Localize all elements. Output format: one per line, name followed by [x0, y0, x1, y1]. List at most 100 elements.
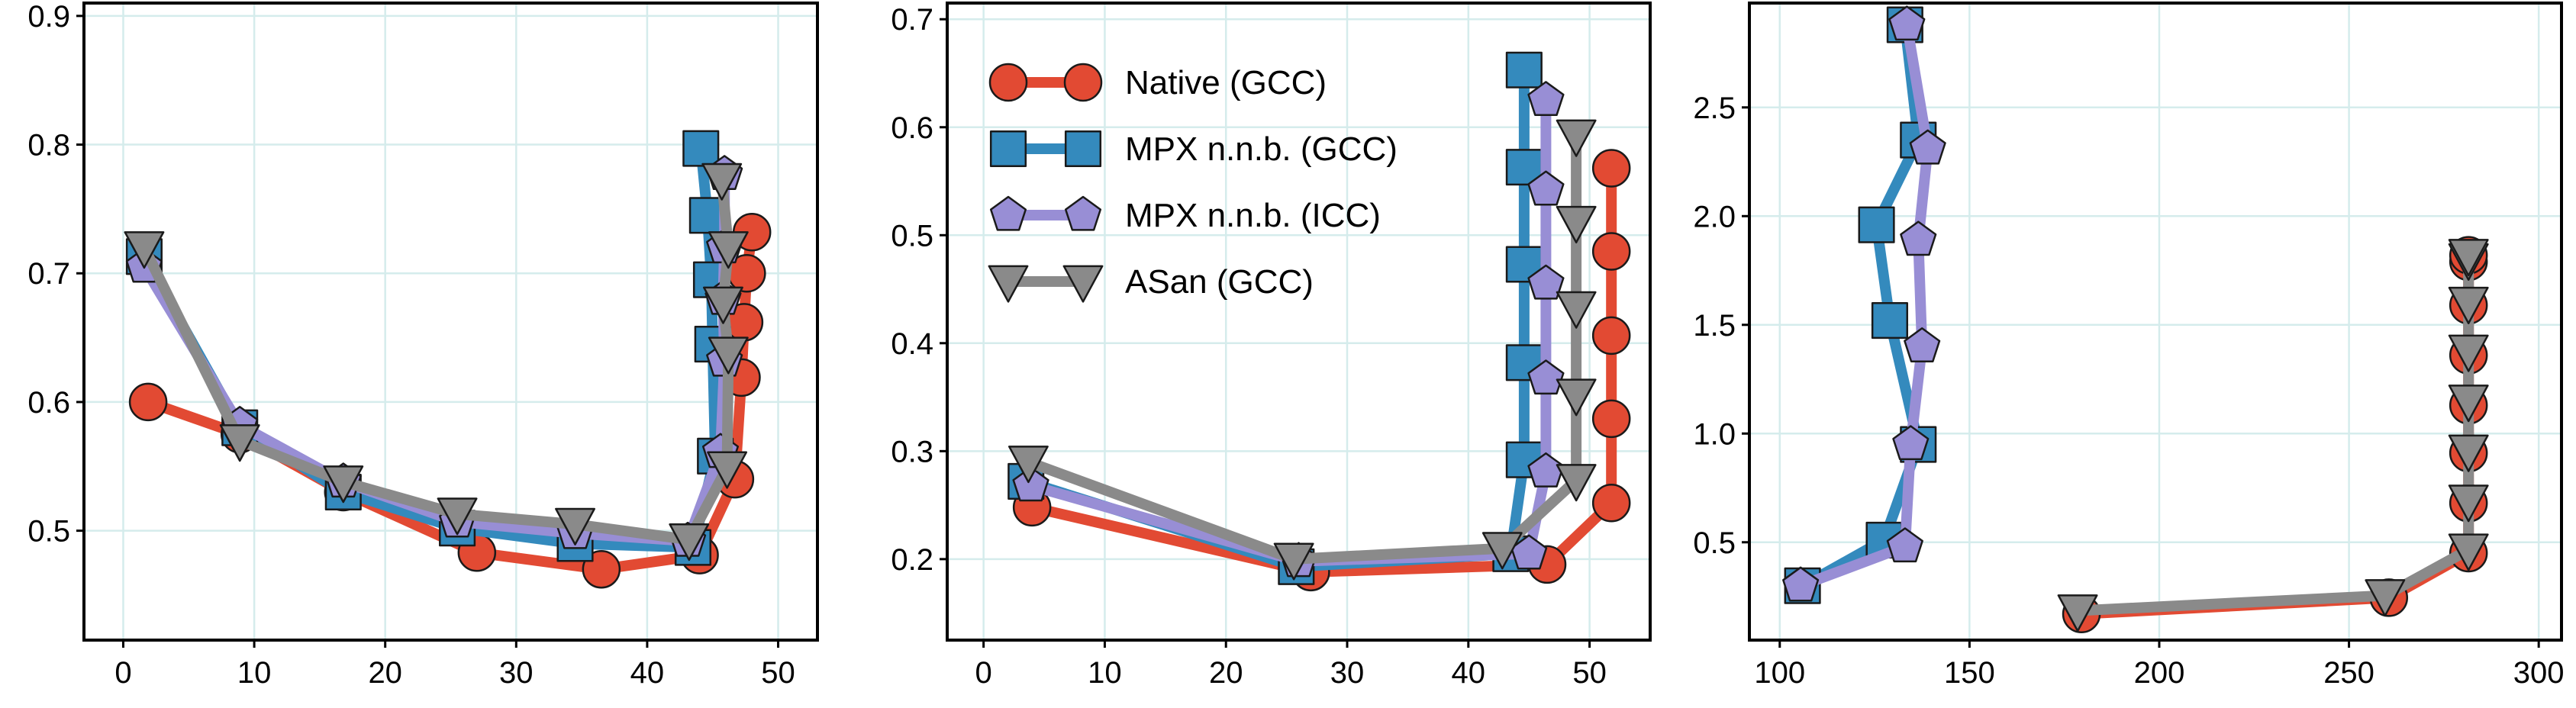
legend-marker	[1062, 265, 1104, 303]
legend-label: ASan (GCC)	[1125, 263, 1314, 301]
legend-item: Native (GCC)	[988, 63, 1327, 102]
legend-label: Native (GCC)	[1125, 64, 1327, 101]
data-point	[669, 523, 710, 562]
data-point	[707, 451, 748, 489]
x-tick-label: 40	[1452, 656, 1486, 690]
y-tick-label: 0.9	[27, 0, 70, 34]
y-tick-label: 0.3	[891, 435, 933, 468]
data-point	[2448, 533, 2489, 571]
data-point	[1591, 316, 1631, 356]
data-point	[128, 382, 168, 422]
y-tick-label: 0.5	[1693, 526, 1736, 560]
data-point	[682, 130, 720, 167]
data-point	[1527, 359, 1565, 395]
x-tick-label: 20	[368, 656, 402, 690]
data-point	[1900, 220, 1937, 256]
data-point	[1481, 532, 1523, 570]
legend-marker	[988, 63, 1028, 102]
data-point	[1858, 206, 1895, 243]
y-tick-label: 0.5	[891, 219, 933, 253]
y-tick-label: 0.2	[891, 543, 933, 577]
data-point	[701, 163, 743, 201]
plot-area	[1008, 51, 1631, 592]
legend-label: MPX n.n.b. (GCC)	[1125, 130, 1398, 168]
data-point	[1888, 5, 1926, 41]
series-asan-gcc	[124, 163, 749, 562]
legend-marker	[1064, 195, 1102, 231]
x-tick-label: 40	[630, 656, 665, 690]
legend-item: ASan (GCC)	[988, 263, 1314, 303]
legend: Native (GCC) MPX n.n.b. (GCC) MPX n.n.b. (…	[988, 63, 1398, 303]
data-point	[555, 507, 595, 545]
data-point	[2448, 484, 2489, 523]
y-tick-label: 2.0	[1693, 200, 1736, 233]
x-tick-label: 50	[761, 656, 795, 690]
data-point	[2448, 239, 2489, 277]
data-point	[1556, 119, 1597, 157]
x-tick-label: 300	[2513, 656, 2565, 690]
chart-panel-1: 0 10 20 30 40 50 0.5 0.6 0.7 0.8 0.9	[27, 0, 819, 690]
chart-panel-3: 100 150 200 250 300 0.5 1.0 1.5 2.0 2.5	[1693, 2, 2565, 690]
data-point	[1892, 425, 1930, 461]
data-point	[1591, 149, 1631, 188]
legend-label: MPX n.n.b. (ICC)	[1125, 197, 1381, 234]
data-point	[1591, 399, 1631, 439]
data-point	[1591, 484, 1631, 523]
data-point	[219, 424, 260, 462]
y-tick-label: 1.0	[1693, 417, 1736, 451]
legend-marker	[1064, 130, 1102, 168]
x-tick-label: 150	[1944, 656, 1995, 690]
data-point	[2448, 286, 2489, 324]
y-tick-label: 1.5	[1693, 309, 1736, 343]
series-native-gcc	[1012, 149, 1631, 592]
series-asan-gcc	[1008, 119, 1597, 581]
data-point	[702, 286, 743, 324]
x-tick-label: 0	[975, 656, 992, 690]
data-point	[1527, 452, 1565, 488]
data-point	[1527, 170, 1565, 206]
plot-area	[124, 130, 772, 589]
data-point	[1556, 205, 1597, 244]
data-point	[1273, 542, 1314, 581]
y-tick-label: 0.4	[891, 327, 933, 361]
x-tick-label: 250	[2323, 656, 2374, 690]
y-tick-label: 0.6	[891, 111, 933, 145]
legend-marker	[989, 130, 1027, 168]
data-point	[1591, 232, 1631, 271]
data-point	[1008, 446, 1049, 484]
legend-marker	[988, 265, 1029, 303]
legend-marker	[1063, 63, 1103, 102]
data-point	[323, 465, 364, 504]
data-point	[1012, 466, 1049, 502]
x-tick-label: 100	[1754, 656, 1805, 690]
chart-panel-2: 0 10 20 30 40 50 0.2 0.3 0.4 0.5 0.6 0.7 Native (GCC…	[891, 2, 1652, 690]
y-tick-label: 0.6	[27, 386, 70, 420]
x-tick-label: 30	[499, 656, 534, 690]
data-point	[1505, 51, 1543, 88]
data-point	[1556, 378, 1597, 417]
data-point	[2448, 334, 2489, 372]
plot-area	[1782, 5, 2489, 634]
x-tick-label: 200	[2134, 656, 2185, 690]
x-tick-label: 20	[1209, 656, 1243, 690]
data-point	[1556, 464, 1597, 502]
y-tick-label: 0.7	[891, 3, 933, 37]
data-point	[708, 231, 749, 269]
data-point	[1909, 129, 1946, 165]
x-tick-label: 50	[1572, 656, 1607, 690]
data-point	[1782, 566, 1820, 602]
x-tick-label: 30	[1330, 656, 1365, 690]
y-tick-label: 0.7	[27, 257, 70, 291]
legend-item: MPX n.n.b. (ICC)	[989, 195, 1381, 234]
data-point	[124, 231, 165, 269]
data-point	[1527, 81, 1565, 117]
data-point	[1527, 264, 1565, 300]
y-tick-label: 0.5	[27, 515, 70, 549]
data-point	[2365, 579, 2406, 617]
legend-marker	[989, 195, 1027, 231]
legend-item: MPX n.n.b. (GCC)	[989, 130, 1398, 168]
x-tick-label: 0	[114, 656, 131, 690]
y-tick-label: 2.5	[1693, 92, 1736, 125]
